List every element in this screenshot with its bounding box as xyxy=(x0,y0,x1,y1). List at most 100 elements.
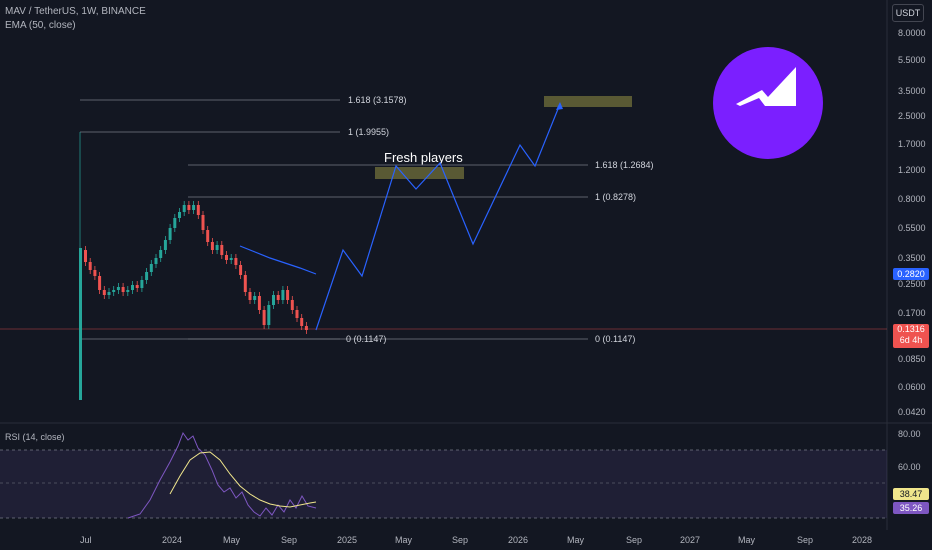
candle-body xyxy=(290,300,294,310)
fib-label: 0 (0.1147) xyxy=(346,334,386,344)
candle-body xyxy=(121,287,125,292)
y-tick: 0.0850 xyxy=(898,354,926,364)
y-tick: 0.2500 xyxy=(898,279,926,289)
countdown-text: 6d 4h xyxy=(899,335,923,345)
last-price-value: 0.1316 xyxy=(897,324,925,334)
candle-body xyxy=(149,264,153,272)
candle-body xyxy=(262,310,266,325)
candle-body xyxy=(206,230,210,242)
rsi-value-badge: 38.47 xyxy=(893,488,929,500)
rsi-band xyxy=(0,450,887,518)
candle-body xyxy=(210,242,214,250)
x-tick: Sep xyxy=(626,535,642,545)
candle-body xyxy=(272,295,275,305)
fib-label: 1 (0.8278) xyxy=(595,192,636,202)
candle-body xyxy=(116,287,120,290)
x-tick: Sep xyxy=(797,535,813,545)
y-tick: 3.5000 xyxy=(898,86,926,96)
rsi-ma-line xyxy=(169,451,317,508)
target-zone-high[interactable] xyxy=(544,96,632,107)
candle-body xyxy=(102,290,106,295)
y-tick: 5.5000 xyxy=(898,55,926,65)
candle-body xyxy=(182,205,186,212)
candle-body xyxy=(281,290,285,300)
y-tick: 0.5500 xyxy=(898,223,926,233)
candle-body xyxy=(286,290,290,300)
last-price-badge: 0.1316 6d 4h xyxy=(893,324,929,348)
x-tick: May xyxy=(738,535,756,545)
target-zone-mid[interactable] xyxy=(375,167,464,179)
y-tick: 0.0600 xyxy=(898,382,926,392)
candle-body xyxy=(93,270,97,276)
candle-body xyxy=(84,250,87,262)
candle-body xyxy=(98,276,102,290)
projection-path[interactable] xyxy=(315,103,561,331)
candle-body xyxy=(192,205,196,210)
rsi-tick: 60.00 xyxy=(898,462,921,472)
candle-body xyxy=(196,205,200,215)
y-tick: 0.1700 xyxy=(898,308,926,318)
candle-body xyxy=(248,292,252,300)
x-tick: 2024 xyxy=(162,535,182,545)
candle-body xyxy=(229,258,233,260)
candle-body xyxy=(220,245,224,255)
ema-value-badge: 0.2820 xyxy=(893,268,929,280)
candle-body xyxy=(178,212,181,218)
fib-label: 1 (1.9955) xyxy=(348,127,389,137)
y-tick: 1.2000 xyxy=(898,165,926,175)
candle-body xyxy=(295,310,299,318)
logo-mark-icon xyxy=(736,67,796,106)
rsi-title[interactable]: RSI (14, close) xyxy=(5,432,65,442)
rsi-tick: 80.00 xyxy=(898,429,921,439)
candle-body xyxy=(131,285,134,290)
annotation-text[interactable]: Fresh players xyxy=(384,150,463,165)
y-tick: 0.8000 xyxy=(898,194,926,204)
candle-body xyxy=(276,295,280,300)
candle-body xyxy=(253,296,257,300)
y-tick: 0.3500 xyxy=(898,253,926,263)
candle-body xyxy=(239,265,243,275)
fib-lines[interactable] xyxy=(79,99,588,400)
x-tick: 2026 xyxy=(508,535,528,545)
candle-body xyxy=(140,280,144,288)
candle-body xyxy=(173,218,177,228)
candles xyxy=(84,201,308,334)
ema-line xyxy=(239,245,317,275)
candle-body xyxy=(112,290,116,292)
candle-body xyxy=(126,290,130,292)
price-scale[interactable]: 8.0000 5.5000 3.5000 2.5000 1.7000 1.200… xyxy=(898,28,926,417)
candle-body xyxy=(163,240,167,250)
candle-body xyxy=(154,258,158,264)
candle-body xyxy=(159,250,163,258)
symbol-title[interactable]: MAV / TetherUS, 1W, BINANCE xyxy=(5,6,146,17)
x-tick: Sep xyxy=(452,535,468,545)
candle-body xyxy=(243,275,247,292)
candle-body xyxy=(304,326,308,330)
candle-body xyxy=(300,318,304,326)
candle-body xyxy=(215,245,219,250)
x-tick: 2027 xyxy=(680,535,700,545)
x-tick: Jul xyxy=(80,535,92,545)
currency-button[interactable]: USDT xyxy=(892,4,924,22)
time-scale[interactable]: Jul 2024 May Sep 2025 May Sep 2026 May S… xyxy=(80,535,872,545)
fib-label: 1.618 (1.2684) xyxy=(595,160,654,170)
candle-body xyxy=(257,296,261,310)
y-tick: 8.0000 xyxy=(898,28,926,38)
candle-body xyxy=(267,305,271,325)
y-tick: 2.5000 xyxy=(898,111,926,121)
rsi-line xyxy=(127,431,317,519)
candle-body xyxy=(201,215,205,230)
x-tick: May xyxy=(567,535,585,545)
candle-body xyxy=(107,292,111,295)
candle-body xyxy=(225,255,228,260)
fib-label: 0 (0.1147) xyxy=(595,334,635,344)
ema-indicator-label[interactable]: EMA (50, close) xyxy=(5,20,76,31)
candle-first xyxy=(79,248,82,400)
candle-body xyxy=(187,205,191,210)
x-tick: May xyxy=(223,535,241,545)
rsi-ma-badge: 35.26 xyxy=(893,502,929,514)
x-tick: 2028 xyxy=(852,535,872,545)
y-tick: 0.0420 xyxy=(898,407,926,417)
x-tick: 2025 xyxy=(337,535,357,545)
